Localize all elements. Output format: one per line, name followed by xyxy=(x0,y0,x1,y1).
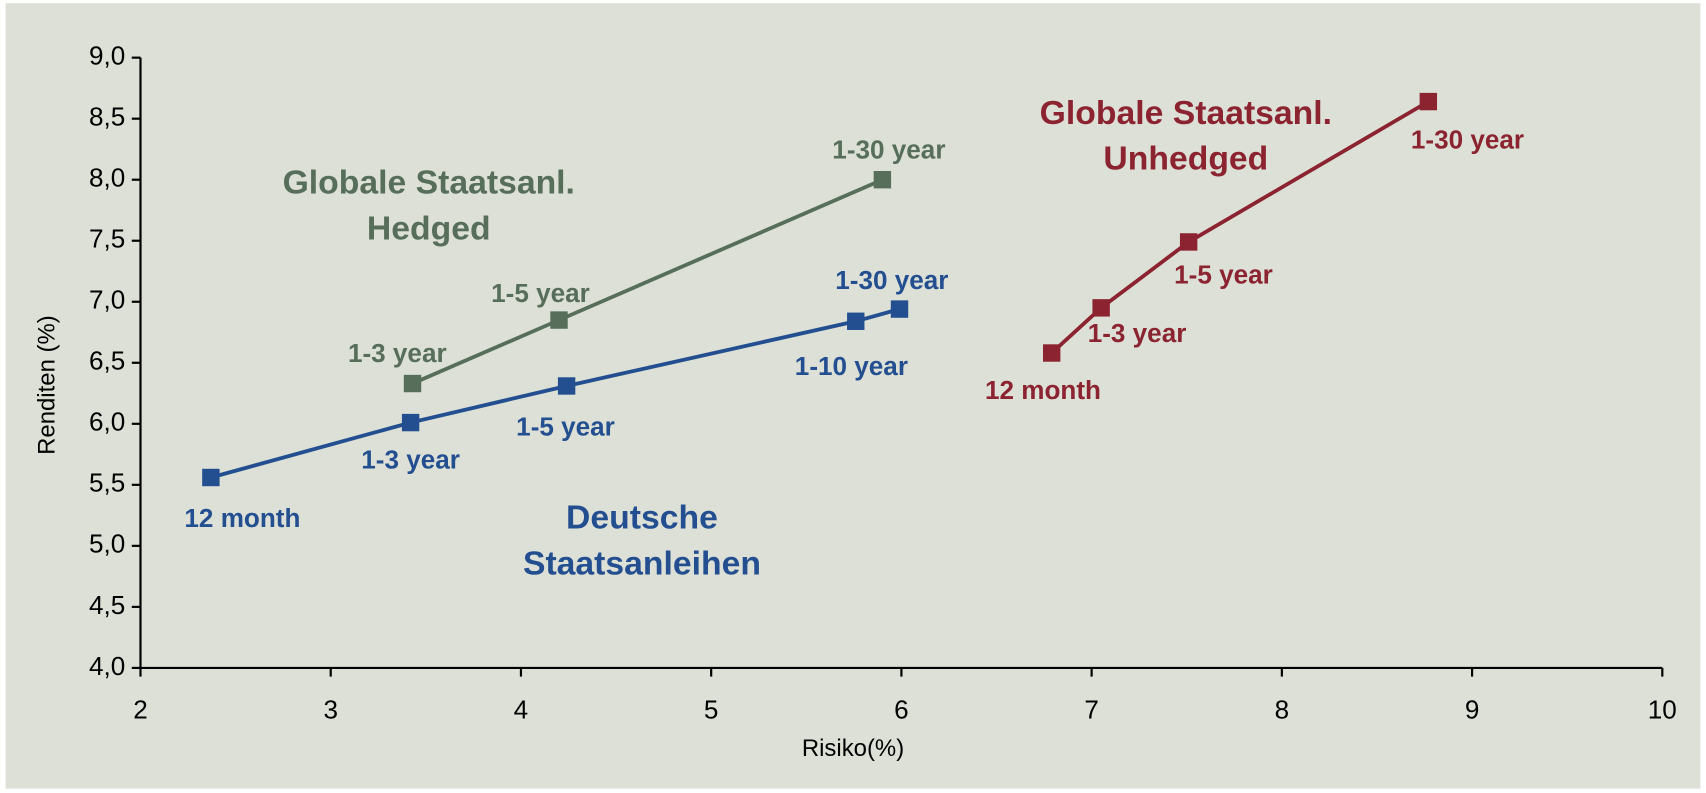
x-axis-title: Risiko(%) xyxy=(802,735,904,762)
y-tick-label: 8,5 xyxy=(89,102,125,132)
series-name-text: Deutsche Staatsanleihen xyxy=(522,498,761,582)
y-axis-title: Renditen (%) xyxy=(33,315,60,455)
point-label: 1-3 year xyxy=(361,445,460,475)
series-name-text: Globale Staatsanl. Unhedged xyxy=(1039,93,1333,178)
point-label: 1-30 year xyxy=(835,265,948,295)
y-tick-label: 4,0 xyxy=(89,651,125,681)
point-label: 1-5 year xyxy=(1174,260,1273,290)
point-label: 1-3 year xyxy=(348,338,447,368)
data-point xyxy=(873,171,892,189)
data-point xyxy=(1092,299,1110,317)
x-tick-label: 6 xyxy=(894,694,909,724)
point-label: 1-10 year xyxy=(795,351,908,381)
point-label: 1-5 year xyxy=(491,278,590,308)
y-tick-label: 6,5 xyxy=(89,346,125,376)
x-tick-label: 8 xyxy=(1275,694,1290,724)
point-label: 1-3 year xyxy=(1088,318,1187,348)
series-line xyxy=(1050,99,1430,355)
data-point xyxy=(403,374,422,393)
series-name: Deutsche Staatsanleihen xyxy=(522,498,761,582)
x-tick-label: 2 xyxy=(133,694,148,724)
plot-background xyxy=(5,3,1701,789)
point-label: 12 month xyxy=(985,375,1101,405)
x-tick-label: 7 xyxy=(1084,694,1099,724)
data-point xyxy=(557,377,576,395)
y-tick-label: 7,5 xyxy=(89,224,125,254)
x-tick-label: 9 xyxy=(1465,694,1480,724)
x-tick-label: 5 xyxy=(704,694,719,724)
series-name: Globale Staatsanl. Unhedged xyxy=(1039,93,1333,178)
y-tick-label: 9,0 xyxy=(89,41,125,71)
data-point xyxy=(847,312,865,330)
data-point xyxy=(1042,344,1061,362)
data-point xyxy=(1179,233,1198,251)
point-label: 1-5 year xyxy=(516,411,615,441)
data-point xyxy=(1419,92,1438,111)
x-tick-label: 4 xyxy=(514,694,529,724)
x-tick-label: 3 xyxy=(323,694,338,724)
data-point xyxy=(550,311,568,329)
series-name: Globale Staatsanl. Hedged xyxy=(282,163,575,247)
x-tick-label: 10 xyxy=(1648,694,1677,724)
data-point xyxy=(401,413,420,432)
point-label: 1-30 year xyxy=(832,134,945,164)
y-tick-label: 5,5 xyxy=(89,468,125,498)
y-tick-label: 8,0 xyxy=(89,163,125,193)
y-tick-label: 7,0 xyxy=(89,285,125,315)
series-name-text: Globale Staatsanl. Hedged xyxy=(282,163,575,247)
data-point xyxy=(890,300,909,318)
y-tick-label: 5,0 xyxy=(89,529,125,559)
y-tick-label: 4,5 xyxy=(89,590,125,620)
point-label: 12 month xyxy=(184,503,300,533)
data-point xyxy=(202,468,220,487)
point-label: 1-30 year xyxy=(1411,125,1524,155)
y-tick-label: 6,0 xyxy=(89,407,125,437)
